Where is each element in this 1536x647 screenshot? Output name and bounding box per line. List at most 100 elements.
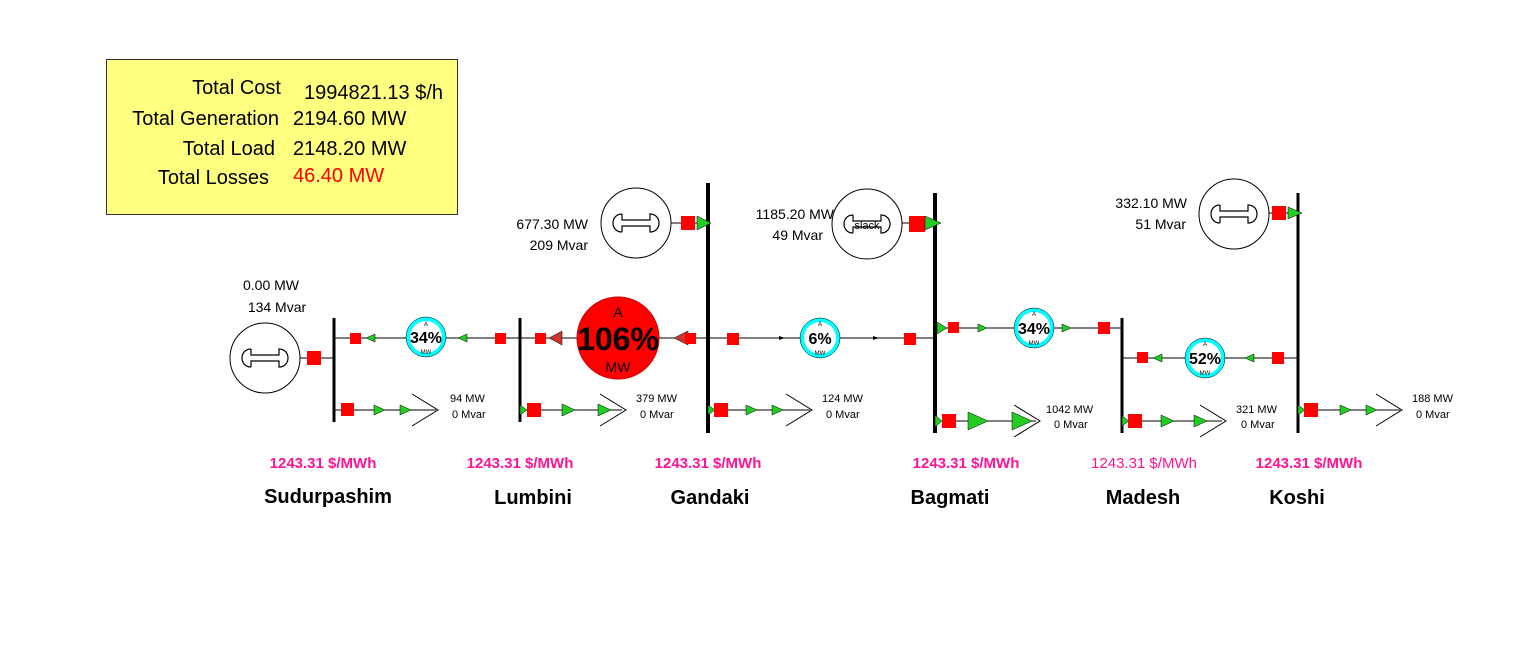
load-bagmati[interactable]: 1042 MW 0 Mvar [934, 404, 1094, 438]
load-madesh-mvar: 0 Mvar [1241, 419, 1275, 431]
gauge-bottom-label: MW [815, 351, 826, 357]
breaker[interactable] [1272, 352, 1284, 364]
load-koshi[interactable]: 188 MW 0 Mvar [1297, 393, 1454, 427]
load-lumbini[interactable]: 379 MW 0 Mvar [519, 393, 678, 427]
generator-bagmati[interactable] [831, 188, 903, 260]
load-madesh[interactable]: 321 MW 0 Mvar [1121, 404, 1278, 438]
generator-sudurpashim[interactable] [229, 322, 301, 394]
bus-name-bagmati: Bagmati [911, 487, 990, 509]
breaker[interactable] [1137, 352, 1148, 363]
flow-arrow-icon [561, 403, 576, 417]
flow-arrow-icon [457, 333, 468, 343]
flow-arrow-icon [1365, 404, 1378, 416]
reverse-flow-arrow-icon [548, 330, 563, 346]
load-koshi-mvar: 0 Mvar [1416, 409, 1450, 421]
load-lumbini-mw: 379 MW [636, 393, 678, 405]
flow-arrow-icon [936, 321, 948, 335]
breaker[interactable] [948, 322, 959, 333]
breaker-gen-gandaki[interactable] [681, 216, 695, 230]
gauge-bottom-label: MW [421, 350, 432, 356]
flow-arrow-icon [1011, 411, 1033, 431]
generator-koshi[interactable] [1198, 178, 1270, 250]
line-loading-pct: 6% [808, 331, 831, 348]
flow-arrow-icon [373, 404, 386, 416]
gen-koshi-mw: 332.10 MW [1115, 195, 1187, 211]
flow-arrow-icon [1061, 323, 1072, 333]
total-losses-label: Total Losses [157, 167, 269, 189]
load-gandaki-mvar: 0 Mvar [826, 409, 860, 421]
gauge-top-label: A [818, 322, 822, 328]
flow-arrow-icon [967, 411, 989, 431]
price-gandaki: 1243.31 $/MWh [655, 455, 762, 472]
summary-panel: Total Cost 1994821.13 $/h Total Generati… [106, 59, 458, 215]
line-madesh-koshi[interactable]: A 52% MW [1122, 337, 1298, 379]
total-load-value: 2148.20 MW [293, 138, 407, 160]
total-cost-label: Total Cost [192, 77, 281, 99]
gauge-top-label: A [613, 304, 623, 320]
load-lumbini-mvar: 0 Mvar [640, 409, 674, 421]
flow-arrow-icon [597, 403, 612, 417]
total-losses-value: 46.40 MW [293, 165, 385, 187]
load-madesh-mw: 321 MW [1236, 404, 1278, 416]
gen-bagmati-mw: 1185.20 MW [756, 206, 835, 222]
breaker[interactable] [714, 403, 728, 417]
breaker[interactable] [535, 333, 546, 344]
bus-name-koshi: Koshi [1269, 487, 1325, 509]
gen-gandaki-mw: 677.30 MW [516, 216, 588, 232]
flow-arrow-icon [1339, 404, 1352, 416]
flow-arrow-icon [745, 404, 758, 416]
flow-arrow-icon [1287, 206, 1303, 220]
breaker[interactable] [350, 333, 361, 344]
flow-arrow-icon [1152, 353, 1163, 363]
breaker-gen-bagmati[interactable] [909, 216, 925, 232]
flow-arrow-icon [365, 333, 376, 343]
load-gandaki-mw: 124 MW [822, 393, 864, 405]
breaker[interactable] [495, 333, 506, 344]
line-loading-pct: 34% [1018, 321, 1050, 338]
price-bagmati: 1243.31 $/MWh [913, 455, 1020, 472]
generator-gandaki[interactable] [600, 187, 672, 259]
load-sudurpashim[interactable]: 94 MW 0 Mvar [334, 393, 486, 427]
load-gandaki[interactable]: 124 MW 0 Mvar [707, 393, 864, 427]
total-load-label: Total Load [182, 138, 275, 160]
flow-arrow-icon [771, 404, 784, 416]
gauge-bottom-label: MW [1029, 341, 1040, 347]
gauge-bottom-label: MW [1200, 371, 1211, 377]
total-cost-value: 1994821.13 $/h [304, 82, 444, 104]
overload-gauge [576, 296, 660, 380]
gen-gandaki-mvar: 209 Mvar [530, 237, 589, 253]
flow-arrow-icon [399, 404, 412, 416]
breaker[interactable] [942, 414, 956, 428]
breaker-gen-koshi[interactable] [1272, 206, 1286, 220]
line-gandaki-bagmati[interactable]: A 6% MW [708, 317, 935, 359]
flow-arrow-icon [1244, 353, 1255, 363]
breaker[interactable] [685, 333, 696, 344]
gen-bagmati-mvar: 49 Mvar [772, 227, 823, 243]
line-loading-pct: 106% [577, 321, 659, 357]
price-lumbini: 1243.31 $/MWh [467, 455, 574, 472]
price-madesh: 1243.31 $/MWh [1091, 455, 1197, 472]
line-loading-pct: 34% [410, 330, 442, 347]
line-bagmati-madesh[interactable]: A 34% MW [935, 307, 1122, 349]
load-bagmati-mw: 1042 MW [1046, 404, 1094, 416]
line-sudurpashim-lumbini[interactable]: A 34% MW [334, 316, 520, 358]
breaker[interactable] [527, 403, 541, 417]
bus-name-gandaki: Gandaki [671, 487, 750, 509]
breaker-gen-sudurpashim[interactable] [307, 351, 321, 365]
load-bagmati-mvar: 0 Mvar [1054, 419, 1088, 431]
flow-arrow-icon [924, 215, 942, 231]
gauge-bottom-label: MW [606, 359, 632, 375]
load-koshi-mw: 188 MW [1412, 393, 1454, 405]
breaker[interactable] [1098, 322, 1110, 334]
gen-koshi-mvar: 51 Mvar [1135, 216, 1186, 232]
breaker[interactable] [1304, 403, 1318, 417]
breaker[interactable] [341, 403, 354, 416]
flow-arrow-icon [1160, 414, 1175, 428]
price-sudurpashim: 1243.31 $/MWh [270, 455, 377, 472]
line-lumbini-gandaki[interactable]: A 106% MW [520, 296, 708, 380]
bus-name-lumbini: Lumbini [494, 487, 572, 509]
breaker[interactable] [1128, 414, 1142, 428]
breaker[interactable] [904, 333, 916, 345]
breaker[interactable] [727, 333, 739, 345]
